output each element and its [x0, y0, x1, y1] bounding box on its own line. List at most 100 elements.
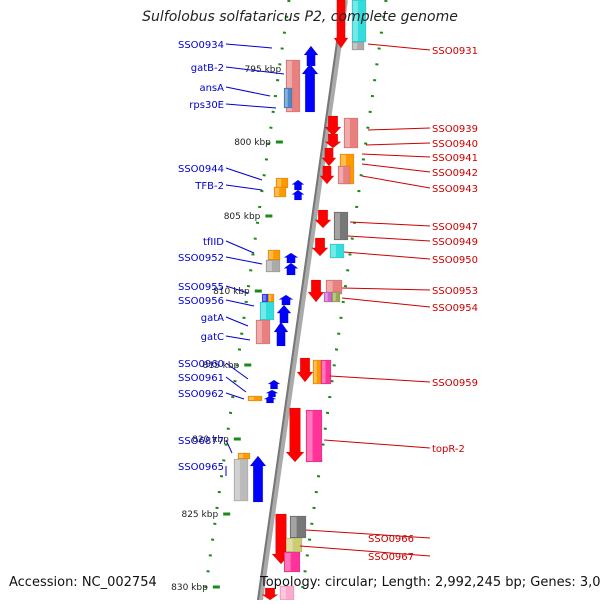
left-gene-label: TFB-2: [194, 181, 224, 192]
right-gene-leader: [341, 287, 431, 291]
reverse-gene-arrow: [285, 407, 305, 463]
right-gene-label: SSO0940: [432, 139, 478, 150]
gene-block: [343, 117, 359, 149]
left-gene-label: SSO0956: [178, 296, 224, 307]
right-gene-label: SSO0949: [432, 237, 478, 248]
left-gene-label: gatB-2: [191, 63, 224, 74]
left-gene-label: SSO0955: [178, 282, 224, 293]
reverse-gene-arrow: [311, 237, 329, 257]
gene-block-purple-shine: [325, 293, 328, 301]
right-gene-label: SSO0959: [432, 378, 478, 389]
left-gene-label: SSO0944: [178, 164, 224, 175]
left-gene-leader: [225, 167, 263, 181]
gene-block-shine: [307, 411, 313, 461]
right-gene-leader: [299, 545, 431, 557]
gene-block: [320, 359, 332, 385]
gene-block-dark: [333, 211, 349, 241]
gene-block: [283, 551, 301, 573]
gene-block-gray-shine: [235, 460, 240, 500]
forward-gene-arrow: [291, 189, 305, 201]
accession-label: Accession: NC_002754: [9, 575, 157, 590]
left-gene-label: SSO0961: [178, 373, 224, 384]
gene-block-shine: [314, 361, 317, 383]
gene-block-olive-shine: [333, 293, 336, 301]
forward-gene-arrow: [267, 379, 281, 390]
gene-block-dark-shine: [335, 213, 340, 239]
right-gene-label: SSO0954: [432, 303, 478, 314]
right-gene-leader: [341, 297, 431, 308]
right-gene-leader: [361, 153, 431, 158]
left-gene-leader: [225, 376, 247, 393]
right-gene-leader: [329, 375, 431, 383]
gene-block: [273, 186, 287, 198]
gene-block-shine: [345, 119, 350, 147]
forward-gene-arrow: [276, 304, 292, 324]
left-gene-label: gatA: [201, 313, 224, 324]
scale-label: 805 kbp: [224, 212, 261, 222]
gene-block-shine: [285, 553, 291, 571]
right-gene-label: SSO0942: [432, 168, 478, 179]
scale-label: 820 kbp: [192, 435, 229, 445]
topology-label: Topology: circular; Length: 2,992,245 bp…: [260, 575, 600, 590]
left-gene-leader: [225, 240, 255, 254]
gene-block-olive-shine: [287, 539, 293, 551]
reverse-gene-arrow: [319, 165, 335, 185]
left-gene-leader: [225, 392, 245, 400]
right-gene-label: SSO0953: [432, 286, 478, 297]
gene-block-shine: [331, 245, 336, 257]
scale-label: 815 kbp: [203, 361, 240, 371]
right-gene-label: SSO0950: [432, 255, 478, 266]
forward-gene-arrow: [301, 63, 319, 113]
right-gene-label: SSO0943: [432, 184, 478, 195]
reverse-gene-arrow: [333, 0, 349, 49]
gene-block-shine: [353, 1, 358, 41]
right-gene-label: SSO0966: [368, 534, 414, 545]
right-gene-leader: [347, 235, 431, 242]
genome-backbone-shadow: [257, 0, 344, 601]
gene-block-blue-shine: [285, 89, 288, 107]
forward-gene-arrow: [303, 45, 319, 67]
right-gene-leader: [323, 439, 431, 449]
right-gene-label: SSO0947: [432, 222, 478, 233]
forward-gene-arrow: [283, 252, 299, 264]
reverse-gene-arrow: [321, 147, 337, 167]
gene-block-dark-shine: [291, 517, 297, 537]
gene-block-shine: [261, 303, 266, 319]
right-gene-leader: [361, 175, 431, 189]
left-gene-label: SSO0962: [178, 389, 224, 400]
left-gene-leader: [225, 335, 251, 341]
left-gene-label: SSO6877: [178, 436, 224, 447]
gene-block-shine: [257, 321, 262, 343]
reverse-gene-arrow: [324, 133, 342, 149]
right-gene-leader: [367, 127, 431, 131]
right-gene-label: SSO0939: [432, 124, 478, 135]
left-gene-leader: [225, 184, 263, 191]
genome-backbone: [257, 0, 348, 601]
left-gene-label: gatC: [201, 332, 224, 343]
gene-block-shine: [339, 167, 344, 183]
forward-gene-arrow: [263, 395, 277, 404]
gene-block: [305, 409, 323, 463]
scale-label: 825 kbp: [181, 510, 218, 520]
forward-gene-arrow: [278, 294, 294, 306]
gene-block-shine: [287, 61, 292, 111]
right-gene-label: topR-2: [432, 444, 465, 455]
gene-block-shine: [269, 295, 272, 301]
scale-label: 810 kbp: [213, 287, 250, 297]
gene-block-pink-shine: [281, 587, 286, 599]
forward-gene-arrow: [291, 179, 305, 191]
gene-block-shine: [327, 281, 333, 293]
right-gene-label: SSO0967: [368, 552, 414, 563]
gene-block-blue: [283, 87, 293, 109]
reverse-gene-arrow: [307, 279, 325, 303]
right-gene-leader: [361, 163, 431, 173]
map-title: Sulfolobus solfataricus P2, complete gen…: [142, 9, 458, 25]
gene-block-gray-shine: [267, 261, 272, 271]
forward-gene-arrow: [249, 455, 267, 503]
left-gene-label: SSO0960: [178, 359, 224, 370]
forward-gene-arrow: [273, 321, 289, 347]
left-gene-leader: [225, 103, 277, 109]
left-gene-label: ansA: [199, 83, 224, 94]
